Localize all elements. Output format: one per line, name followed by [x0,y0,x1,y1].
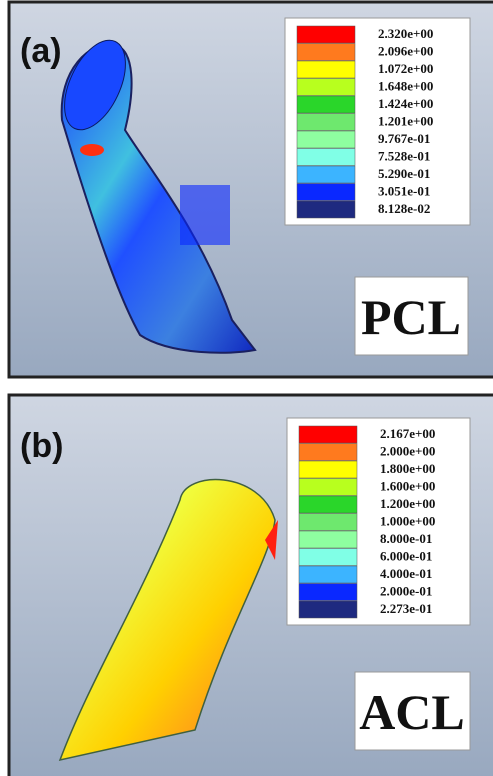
legend-label: 1.200e+00 [380,496,435,511]
legend-label: 2.273e-01 [380,601,432,616]
figure: (a) PCL 2.320e+00 2.096e+00 1.072e+00 1.648e+… [0,0,493,776]
legend-label: 1.600e+00 [380,478,435,493]
legend-swatch [299,531,357,548]
legend-swatch [297,149,355,166]
legend-label: 4.000e-01 [380,566,432,581]
legend-label: 2.320e+00 [378,26,433,41]
legend-swatch [297,44,355,61]
legend-swatch [299,461,357,478]
legend-label: 8.000e-01 [380,531,432,546]
legend-swatch [299,444,357,461]
hotspot [80,144,104,156]
panel-tag: ACL [359,684,465,740]
legend-label: 1.424e+00 [378,96,433,111]
panel-a: (a) PCL 2.320e+00 2.096e+00 1.072e+00 1.648e+… [9,2,493,377]
legend-swatch [297,184,355,201]
legend-swatch [297,166,355,183]
legend-label: 3.051e-01 [378,183,430,198]
legend-swatch [297,114,355,131]
legend-label: 5.290e-01 [378,166,430,181]
legend-label: 8.128e-02 [378,201,430,216]
patch [180,185,230,245]
legend-swatch [299,479,357,496]
legend-swatch [299,426,357,443]
legend-label: 2.000e+00 [380,443,435,458]
panel-b: (b) ACL 2.167e+00 2.000e+00 1.800e+00 1.600e+… [9,395,493,776]
legend-swatch [297,96,355,113]
legend-swatch [299,584,357,601]
legend-swatch [297,201,355,218]
legend-label: 9.767e-01 [378,131,430,146]
panel-tag: PCL [361,289,461,345]
legend-label: 1.000e+00 [380,513,435,528]
legend-swatch [299,514,357,531]
page: (a) PCL 2.320e+00 2.096e+00 1.072e+00 1.648e+… [0,0,493,776]
legend-label: 2.167e+00 [380,426,435,441]
legend-label: 2.096e+00 [378,43,433,58]
panel-label: (a) [20,32,62,70]
legend-swatch [297,61,355,78]
legend-label: 7.528e-01 [378,148,430,163]
legend-swatch [297,131,355,148]
panel-label: (b) [20,427,63,465]
legend-label: 1.648e+00 [378,78,433,93]
legend-swatch [297,79,355,96]
legend-swatch [299,496,357,513]
legend-label: 1.072e+00 [378,61,433,76]
legend-label: 2.000e-01 [380,583,432,598]
legend-swatch [299,566,357,583]
legend-swatch [297,26,355,43]
legend-label: 1.800e+00 [380,461,435,476]
legend-swatch [299,549,357,566]
legend-label: 6.000e-01 [380,548,432,563]
legend-swatch [299,601,357,618]
legend-label: 1.201e+00 [378,113,433,128]
